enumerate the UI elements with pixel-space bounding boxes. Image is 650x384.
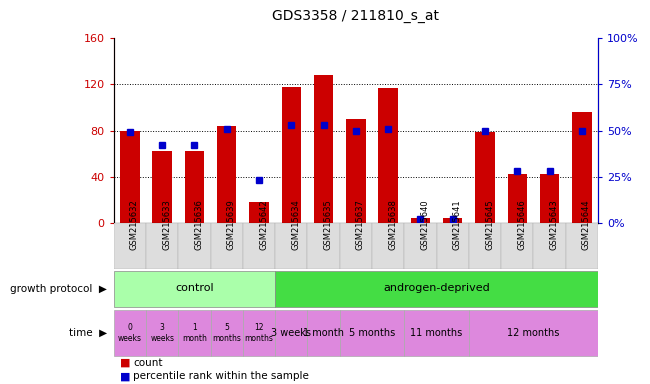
Bar: [275, 310, 307, 356]
Text: 3 weeks: 3 weeks: [271, 328, 311, 338]
Bar: [540, 174, 559, 223]
Bar: [211, 223, 243, 269]
Text: 1 month: 1 month: [303, 328, 344, 338]
Text: GSM215641: GSM215641: [452, 200, 462, 250]
Bar: [566, 223, 598, 269]
Text: 3
weeks: 3 weeks: [150, 323, 174, 343]
Text: ■: ■: [120, 358, 131, 368]
Text: GSM215645: GSM215645: [485, 200, 494, 250]
Bar: [114, 271, 275, 307]
Bar: [275, 223, 307, 269]
Text: 11 months: 11 months: [410, 328, 463, 338]
Bar: [475, 132, 495, 223]
Text: GSM215632: GSM215632: [130, 200, 139, 250]
Text: GSM215634: GSM215634: [291, 200, 300, 250]
Text: GSM215646: GSM215646: [517, 200, 526, 250]
Bar: [178, 310, 211, 356]
Text: percentile rank within the sample: percentile rank within the sample: [133, 371, 309, 381]
Bar: [404, 223, 437, 269]
Bar: [572, 112, 592, 223]
Text: growth protocol  ▶: growth protocol ▶: [10, 284, 107, 294]
Bar: [411, 218, 430, 223]
Bar: [307, 223, 340, 269]
Text: ■: ■: [120, 371, 131, 381]
Text: time  ▶: time ▶: [69, 328, 107, 338]
Bar: [146, 223, 178, 269]
Text: control: control: [175, 283, 214, 293]
Bar: [378, 88, 398, 223]
Bar: [307, 310, 340, 356]
Text: GSM215640: GSM215640: [421, 200, 430, 250]
Bar: [243, 310, 275, 356]
Bar: [501, 223, 534, 269]
Text: GSM215635: GSM215635: [324, 200, 333, 250]
Text: 12 months: 12 months: [507, 328, 560, 338]
Bar: [281, 87, 301, 223]
Bar: [340, 223, 372, 269]
Bar: [437, 223, 469, 269]
Bar: [114, 310, 146, 356]
Text: 1
month: 1 month: [182, 323, 207, 343]
Bar: [469, 223, 501, 269]
Text: 5
months: 5 months: [213, 323, 241, 343]
Bar: [250, 202, 268, 223]
Text: GSM215633: GSM215633: [162, 200, 171, 250]
Bar: [404, 310, 469, 356]
Bar: [275, 271, 598, 307]
Text: 0
weeks: 0 weeks: [118, 323, 142, 343]
Bar: [114, 223, 146, 269]
Bar: [346, 119, 365, 223]
Bar: [211, 310, 243, 356]
Bar: [372, 223, 404, 269]
Bar: [185, 151, 204, 223]
Bar: [120, 131, 140, 223]
Bar: [314, 75, 333, 223]
Bar: [443, 218, 462, 223]
Bar: [153, 151, 172, 223]
Bar: [243, 223, 275, 269]
Text: GSM215636: GSM215636: [194, 200, 203, 250]
Text: 12
months: 12 months: [244, 323, 274, 343]
Text: count: count: [133, 358, 162, 368]
Text: GSM215637: GSM215637: [356, 200, 365, 250]
Bar: [469, 310, 598, 356]
Text: GSM215643: GSM215643: [550, 200, 558, 250]
Text: androgen-deprived: androgen-deprived: [384, 283, 490, 293]
Text: GSM215644: GSM215644: [582, 200, 591, 250]
Bar: [146, 310, 178, 356]
Text: 5 months: 5 months: [349, 328, 395, 338]
Text: GDS3358 / 211810_s_at: GDS3358 / 211810_s_at: [272, 9, 439, 23]
Bar: [217, 126, 237, 223]
Bar: [340, 310, 404, 356]
Bar: [534, 223, 566, 269]
Text: GSM215638: GSM215638: [388, 200, 397, 250]
Text: GSM215642: GSM215642: [259, 200, 268, 250]
Bar: [508, 174, 527, 223]
Bar: [178, 223, 211, 269]
Text: GSM215639: GSM215639: [227, 200, 236, 250]
